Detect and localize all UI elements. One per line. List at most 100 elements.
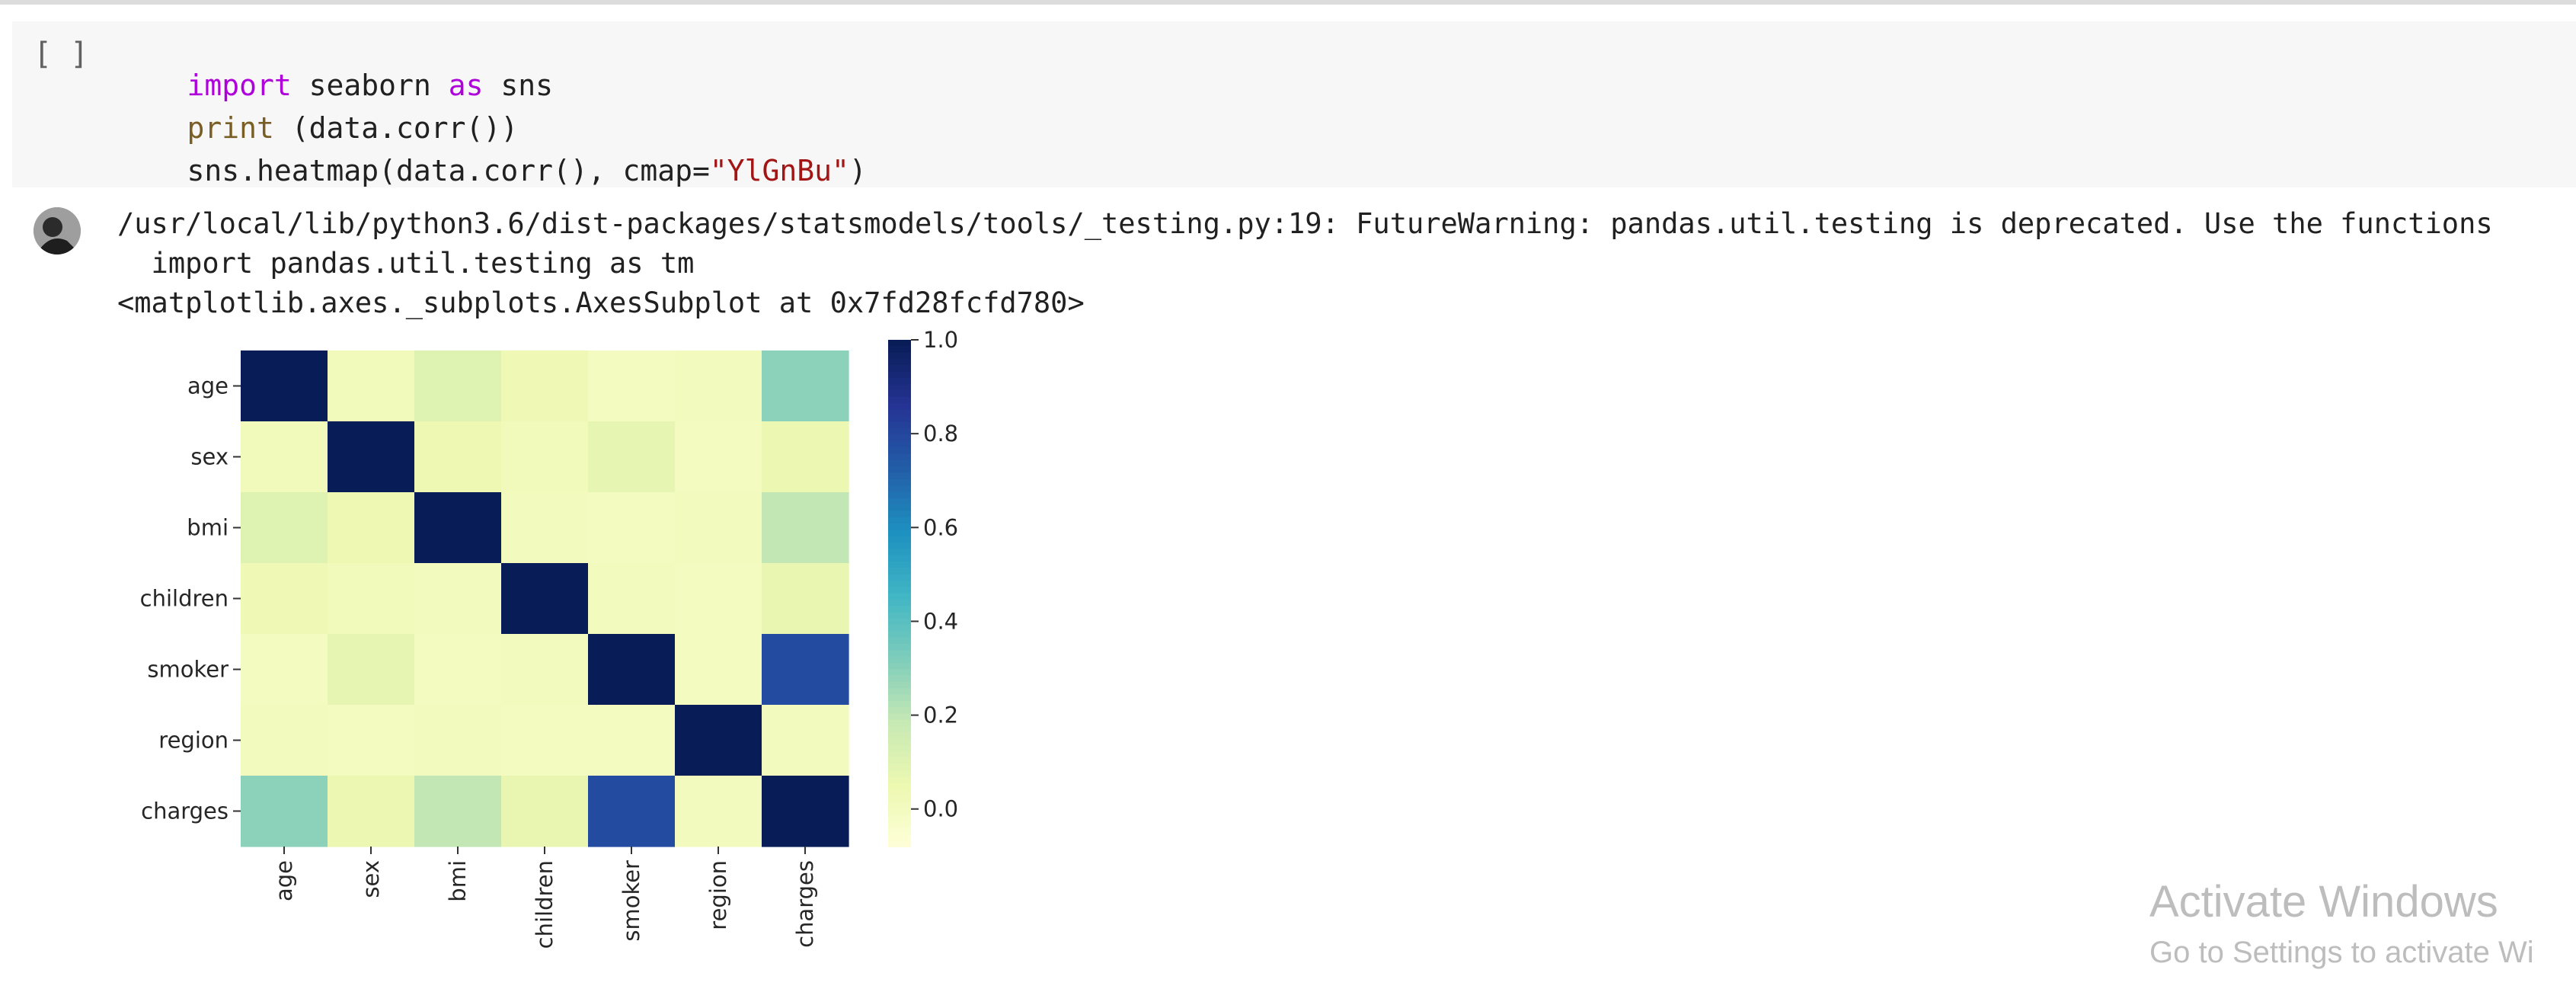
run-cell-button[interactable]: [ ] <box>34 37 89 72</box>
heatmap-cell <box>501 350 589 422</box>
activate-windows-title: Activate Windows <box>2149 877 2498 927</box>
heatmap-cell <box>328 563 415 635</box>
colorbar-segment <box>888 593 911 600</box>
heatmap-cell <box>414 634 502 706</box>
heatmap-cell <box>588 634 676 706</box>
output-warning-line-2: import pandas.util.testing as tm <box>117 247 695 280</box>
colorbar-segment <box>888 428 911 436</box>
colorbar-segment <box>888 625 911 632</box>
colorbar-segment <box>888 574 911 581</box>
heatmap-cell <box>414 705 502 776</box>
heatmap-cell <box>414 563 502 635</box>
code-text: seaborn <box>291 69 449 102</box>
colorbar-segment <box>888 815 911 822</box>
x-tick-label: region <box>705 860 731 930</box>
colorbar-segment <box>888 358 911 366</box>
heatmap-cell <box>675 563 762 635</box>
code-function: print <box>187 111 274 145</box>
y-tick-label: age <box>187 373 229 399</box>
colorbar-segment <box>888 738 911 746</box>
colorbar-segment <box>888 688 911 696</box>
heatmap-cell <box>414 776 502 847</box>
heatmap-cell <box>588 563 676 635</box>
output-warning-line: /usr/local/lib/python3.6/dist-packages/s… <box>117 207 2493 240</box>
x-tick-label: charges <box>792 860 818 948</box>
colorbar-segment <box>888 390 911 398</box>
code-keyword: import <box>187 69 292 102</box>
colorbar-tick-label: 0.2 <box>923 703 958 728</box>
code-line-2[interactable]: print (data.corr()) <box>117 78 519 178</box>
colorbar-segment <box>888 827 911 835</box>
colorbar-segment <box>888 745 911 753</box>
top-divider <box>0 0 2576 5</box>
heatmap-cell <box>241 776 328 847</box>
colorbar-segment <box>888 434 911 442</box>
heatmap-cell <box>675 492 762 564</box>
colorbar-segment <box>888 555 911 562</box>
colorbar-segment <box>888 587 911 594</box>
colorbar-segment <box>888 340 911 347</box>
heatmap-cell <box>328 776 415 847</box>
y-tick-label: children <box>140 586 229 612</box>
heatmap-cell <box>414 492 502 564</box>
colorbar-segment <box>888 415 911 423</box>
colorbar-segment <box>888 422 911 430</box>
colorbar-segment <box>888 441 911 449</box>
heatmap-cell <box>675 421 762 493</box>
heatmap-cell <box>588 421 676 493</box>
colorbar-segment <box>888 713 911 721</box>
heatmap-cell <box>501 705 589 776</box>
colorbar-segment <box>888 789 911 797</box>
colorbar-segment <box>888 491 911 499</box>
colorbar-segment <box>888 719 911 727</box>
colorbar-segment <box>888 612 911 619</box>
colorbar-tick-label: 0.8 <box>923 421 958 446</box>
heatmap-cell <box>762 350 849 422</box>
code-line-3[interactable]: sns.heatmap(data.corr(), cmap="YlGnBu") <box>117 120 867 221</box>
colorbar-segment <box>888 504 911 512</box>
colorbar-segment <box>888 549 911 556</box>
colorbar-tick-label: 0.6 <box>923 514 958 540</box>
colorbar-segment <box>888 656 911 664</box>
colorbar-segment <box>888 732 911 740</box>
heatmap-cell <box>328 350 415 422</box>
correlation-heatmap: age sex bmi children smoker region charges age s… <box>140 328 958 949</box>
heatmap-cell <box>675 350 762 422</box>
output-avatar-icon[interactable] <box>34 207 81 254</box>
colorbar-tick-label: 0.0 <box>923 796 958 822</box>
colorbar-segment <box>888 681 911 689</box>
heatmap-cell <box>241 492 328 564</box>
colorbar-segment <box>888 700 911 708</box>
heatmap-cell <box>588 776 676 847</box>
colorbar-segment <box>888 808 911 816</box>
colorbar-segment <box>888 802 911 809</box>
code-line-1[interactable]: import seaborn as sns <box>117 35 553 136</box>
heatmap-cell <box>675 634 762 706</box>
colorbar-segment <box>888 568 911 575</box>
code-string: "YlGnBu" <box>709 154 849 187</box>
x-tick-label: smoker <box>618 860 644 942</box>
code-text: sns.heatmap(data.corr(), cmap= <box>187 154 710 187</box>
x-tick-label: bmi <box>445 860 471 902</box>
colorbar-segment <box>888 675 911 683</box>
heatmap-cell <box>328 492 415 564</box>
heatmap-cell <box>328 634 415 706</box>
colorbar-segment <box>888 770 911 778</box>
colorbar-segment <box>888 707 911 715</box>
code-cell[interactable] <box>12 21 2576 187</box>
colorbar-segment <box>888 783 911 790</box>
colorbar-segment <box>888 834 911 841</box>
heatmap-cell <box>762 421 849 493</box>
heatmap-cell <box>675 705 762 776</box>
y-tick-label: bmi <box>187 515 229 541</box>
heatmap-cell <box>762 705 849 776</box>
colorbar-segment <box>888 447 911 455</box>
colorbar-segment <box>888 459 911 468</box>
heatmap-cell <box>588 705 676 776</box>
colorbar-segment <box>888 644 911 651</box>
colorbar-segment <box>888 352 911 360</box>
heatmap-cell <box>762 492 849 564</box>
heatmap-cell <box>501 492 589 564</box>
colorbar-segment <box>888 606 911 613</box>
